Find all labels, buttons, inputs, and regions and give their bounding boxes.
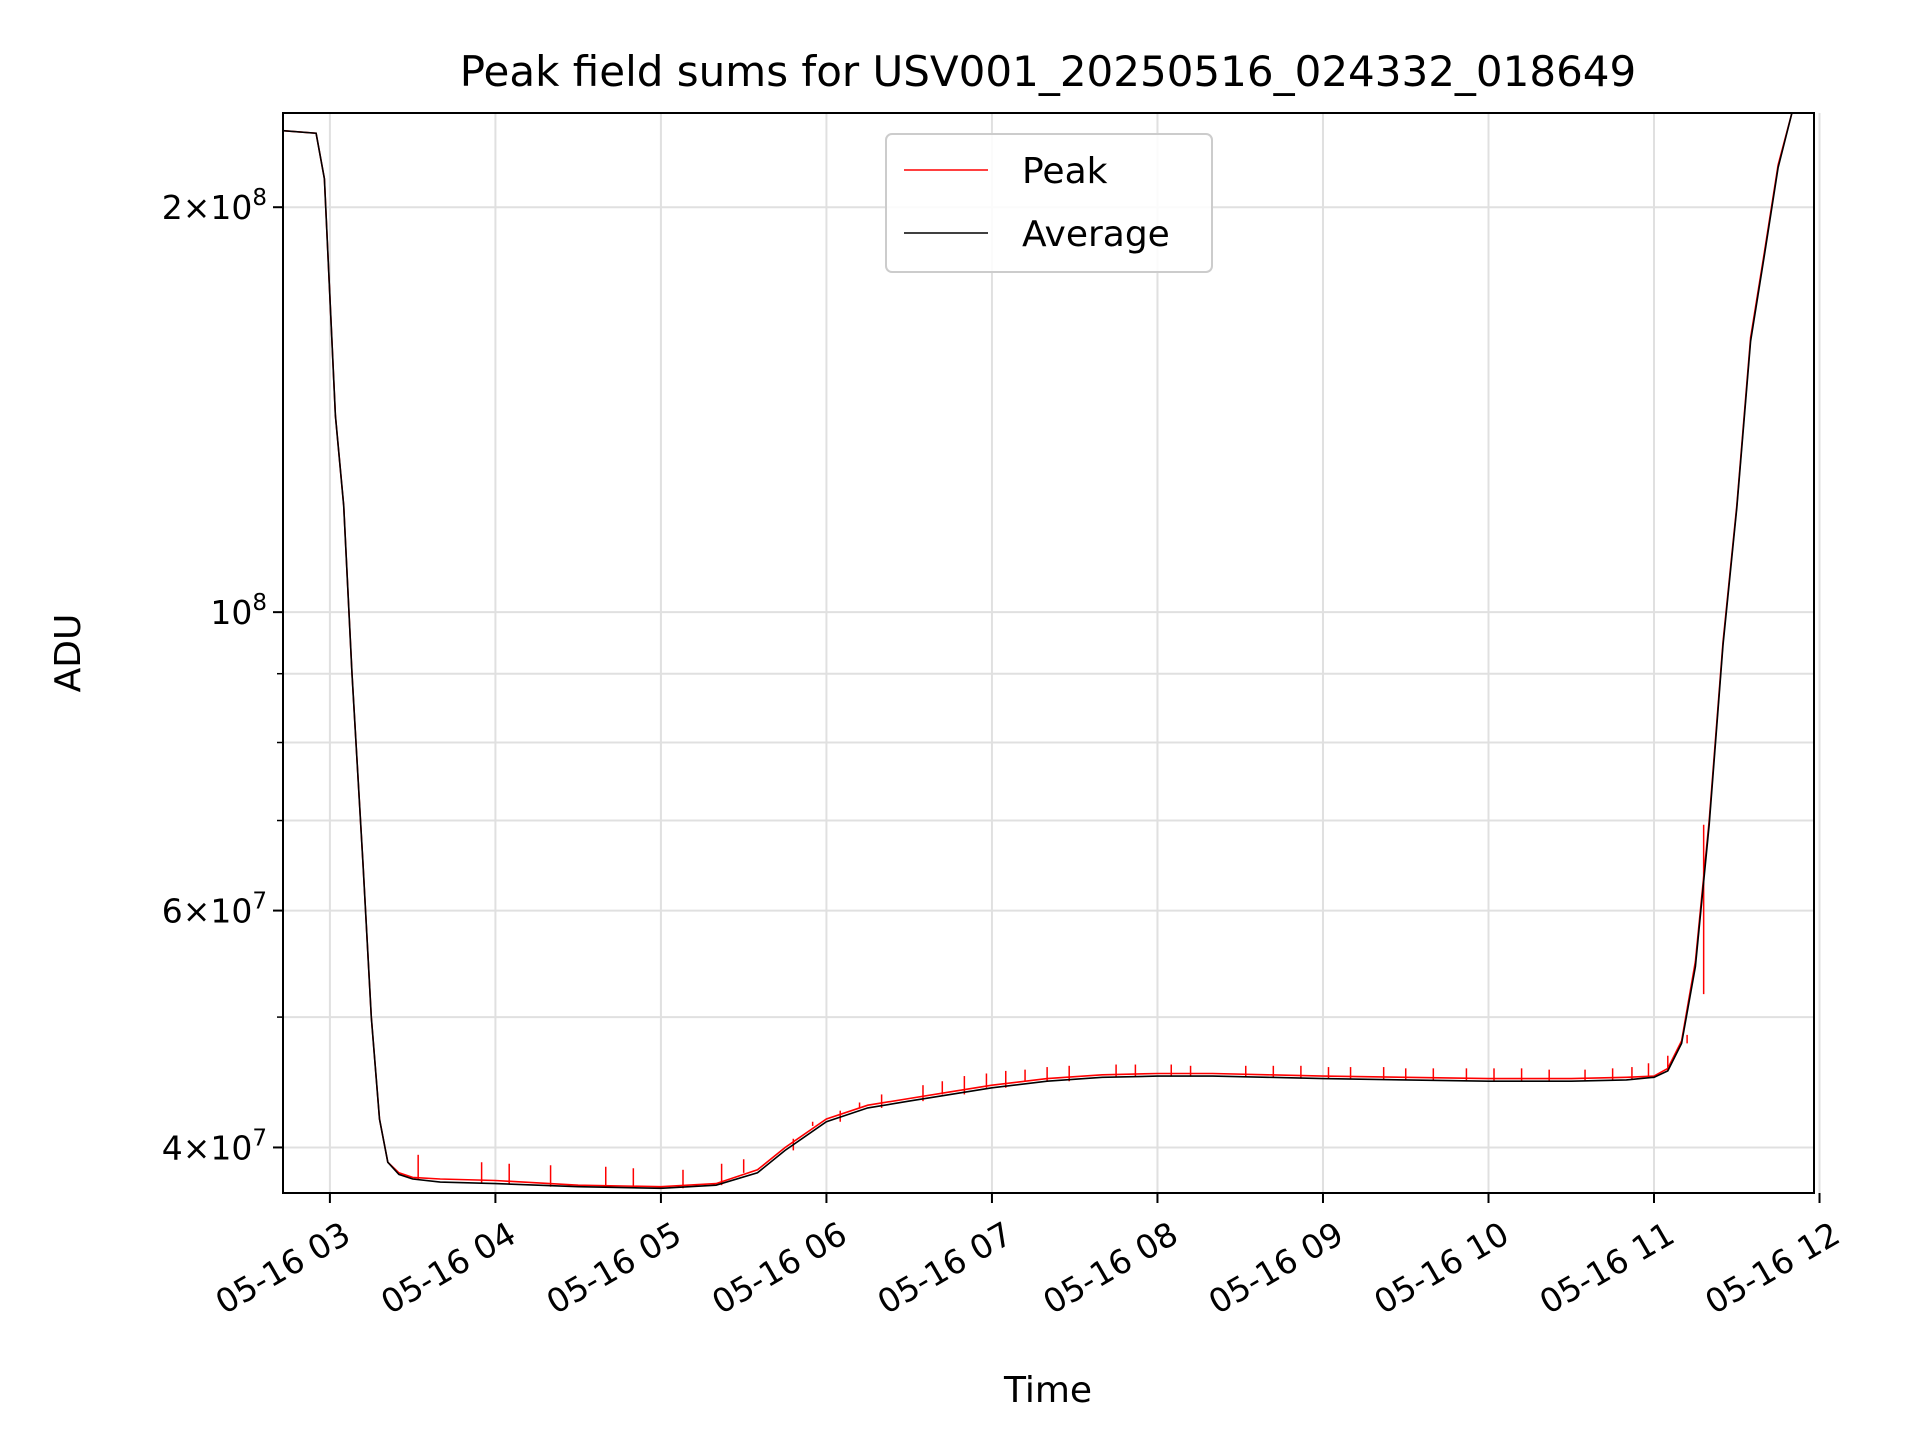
legend-peak-label: Peak bbox=[1022, 151, 1108, 192]
y-tick-exponent: 8 bbox=[252, 590, 267, 616]
series-line-average bbox=[283, 113, 1793, 1190]
plot-frame bbox=[282, 112, 1815, 1194]
y-axis-label: ADU bbox=[48, 614, 89, 693]
y-tick-label: 108 bbox=[210, 590, 267, 632]
y-tick-label: 4×107 bbox=[162, 1125, 267, 1167]
y-tick-mantissa: 2×10 bbox=[162, 188, 253, 227]
grid bbox=[283, 113, 1821, 1193]
legend-box bbox=[885, 133, 1213, 273]
y-tick-exponent: 7 bbox=[252, 889, 267, 915]
y-tick-label: 2×108 bbox=[162, 185, 267, 227]
y-tick-exponent: 7 bbox=[252, 1125, 267, 1151]
x-axis-label: Time bbox=[1003, 1370, 1092, 1411]
y-tick-mantissa: 6×10 bbox=[162, 892, 253, 931]
series-layer bbox=[283, 113, 1793, 1190]
legend: Peak Average bbox=[885, 133, 1213, 273]
y-tick-exponent: 8 bbox=[252, 185, 267, 211]
y-tick-label: 6×107 bbox=[162, 889, 267, 931]
y-tick-mantissa: 10 bbox=[210, 593, 252, 632]
y-tick-mantissa: 4×10 bbox=[162, 1128, 253, 1167]
legend-average-label: Average bbox=[1022, 214, 1170, 255]
chart-title: Peak field sums for USV001_20250516_0243… bbox=[460, 47, 1637, 96]
